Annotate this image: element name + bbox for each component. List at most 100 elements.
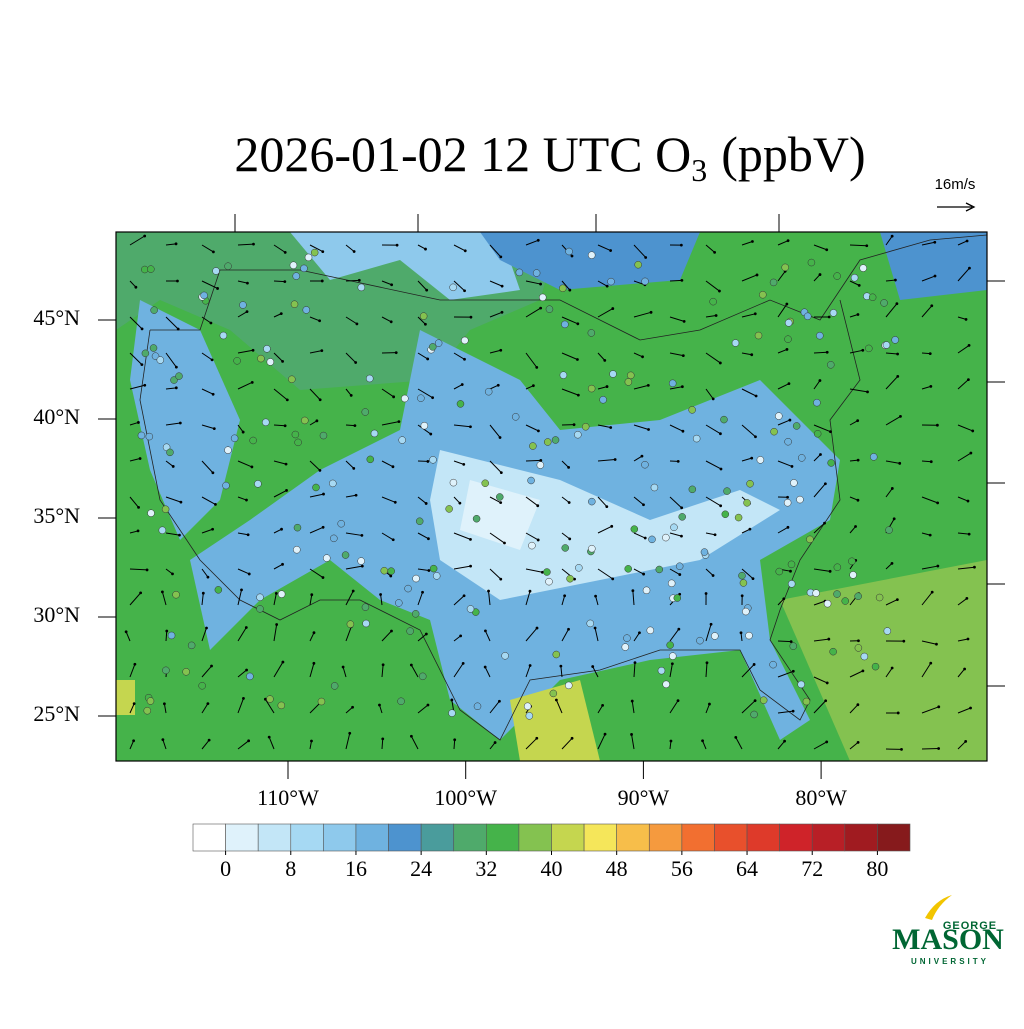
wind-arrow-head [141, 327, 144, 330]
station [371, 430, 378, 437]
wind-arrow-head [893, 517, 896, 520]
station [183, 668, 190, 675]
wind-arrow-head [137, 421, 140, 424]
wind-arrow-head [392, 538, 395, 541]
station [747, 480, 754, 487]
wind-arrow-head [179, 422, 182, 425]
wind-arrow-head [216, 287, 219, 290]
lon-tick-label: 100°W [434, 785, 497, 810]
station [138, 432, 145, 439]
wind-arrow-head [214, 503, 217, 506]
wind-arrow-head [896, 353, 899, 356]
wind-arrow-head [539, 459, 542, 462]
station [262, 419, 269, 426]
wind-arrow-head [902, 640, 905, 643]
station [278, 702, 285, 709]
station [342, 552, 349, 559]
wind-arrow-head [965, 597, 968, 600]
wind-arrow-head [559, 665, 562, 668]
wind-arrow-head [862, 669, 865, 672]
wind-arrow-head [312, 662, 315, 665]
station [755, 332, 762, 339]
wind-arrow-head [749, 528, 752, 531]
station [467, 605, 474, 612]
wind-arrow-head [829, 570, 832, 573]
wind-arrow-head [719, 504, 722, 507]
wind-arrow-head [719, 432, 722, 435]
station [760, 697, 767, 704]
wind-arrow-head [788, 419, 791, 422]
station [860, 265, 867, 272]
wind-arrow-head [426, 358, 429, 361]
wind-arrow-head [713, 251, 716, 254]
wind-arrow-head [205, 627, 208, 630]
wind-arrow-head [682, 430, 685, 433]
station [173, 591, 180, 598]
wind-arrow-head [786, 496, 789, 499]
station [869, 294, 876, 301]
wind-arrow-head [857, 741, 860, 744]
wind-arrow-head [536, 627, 539, 630]
wind-arrow-head [281, 563, 284, 566]
station [399, 437, 406, 444]
station [263, 345, 270, 352]
station [827, 361, 834, 368]
station [701, 549, 708, 556]
station [582, 423, 589, 430]
wind-arrow-head [858, 284, 861, 287]
station [785, 319, 792, 326]
station [834, 564, 841, 571]
station [732, 340, 739, 347]
station [793, 422, 800, 429]
station [246, 673, 253, 680]
wind-arrow-head [463, 289, 466, 292]
wind-arrow-head [681, 385, 684, 388]
station [420, 313, 427, 320]
station [142, 350, 149, 357]
wind-arrow-head [146, 569, 149, 572]
station [482, 480, 489, 487]
station [668, 580, 675, 587]
wind-arrow-head [268, 736, 271, 739]
station [323, 555, 330, 562]
wind-arrow-head [967, 638, 970, 641]
wind-arrow-head [352, 590, 355, 593]
wind-arrow-head [571, 737, 574, 740]
wind-arrow-head [310, 740, 313, 743]
wind-arrow-head [500, 471, 503, 474]
station [656, 566, 663, 573]
wind-arrow-head [427, 704, 430, 707]
wind-arrow-head [322, 526, 325, 529]
station [358, 284, 365, 291]
station [642, 278, 649, 285]
colorbar-box [226, 824, 259, 851]
station [168, 632, 175, 639]
wind-arrow-head [247, 739, 250, 742]
wind-arrow-head [891, 562, 894, 565]
wind-arrow-head [929, 534, 932, 537]
wind-arrow-head [647, 428, 650, 431]
wind-arrow-head [609, 426, 612, 429]
wind-arrow-head [211, 471, 214, 474]
station [552, 436, 559, 443]
station [318, 698, 325, 705]
wind-arrow-head [968, 267, 971, 270]
wind-arrow-head [606, 285, 609, 288]
colorbar-box [877, 824, 910, 851]
colorbar-tick-label: 16 [345, 856, 367, 881]
station [689, 406, 696, 413]
wind-arrow-head [163, 702, 166, 705]
station [234, 357, 241, 364]
wind-arrow-head [819, 273, 822, 276]
station [419, 673, 426, 680]
station [883, 342, 890, 349]
wind-arrow-head [313, 631, 316, 634]
wind-arrow-head [678, 573, 681, 576]
station [622, 644, 629, 651]
wind-arrow-head [210, 322, 213, 325]
station [311, 249, 318, 256]
station [798, 681, 805, 688]
wind-arrow-head [410, 664, 413, 667]
logo-main: MASON [892, 923, 1004, 956]
wind-arrow-head [577, 394, 580, 397]
